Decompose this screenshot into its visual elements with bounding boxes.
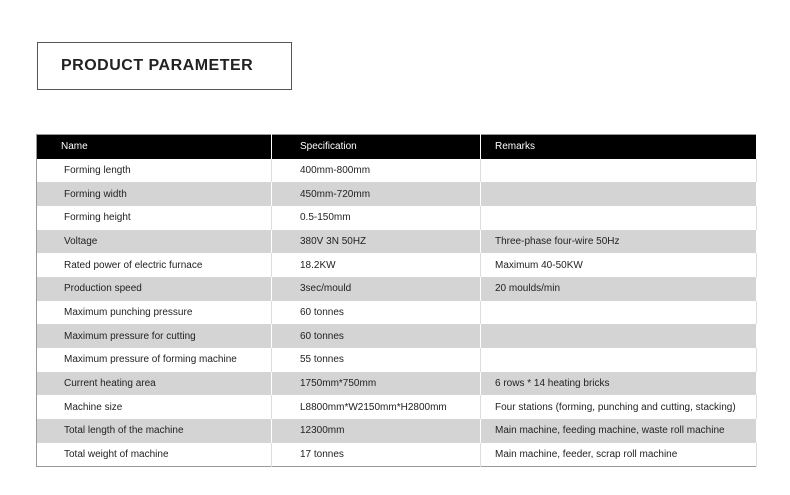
table-row: Maximum pressure for cutting 60 tonnes [36,324,757,348]
cell-name: Current heating area [36,371,272,396]
header-remarks: Remarks [480,134,757,159]
cell-remarks: 6 rows * 14 heating bricks [480,371,757,396]
table-header-row: Name Specification Remarks [36,134,757,159]
section-title-box: PRODUCT PARAMETER [37,42,292,90]
cell-remarks [480,182,757,206]
cell-name: Voltage [36,229,272,254]
cell-specification: 55 tonnes [271,348,481,372]
cell-name: Total weight of machine [36,442,272,467]
cell-specification: 18.2KW [271,253,481,277]
cell-specification: 17 tonnes [271,442,481,467]
cell-name: Forming width [36,182,272,206]
cell-remarks [480,324,757,348]
cell-name: Machine size [36,395,272,420]
cell-remarks: 20 moulds/min [480,276,757,301]
cell-specification: 450mm-720mm [271,182,481,206]
cell-name: Total length of the machine [36,419,272,443]
table-row: Total weight of machine 17 tonnes Main mac… [36,442,757,467]
table-row: Production speed 3sec/mould 20 moulds/min [36,276,757,301]
cell-name: Maximum punching pressure [36,300,272,325]
cell-remarks [480,205,757,230]
table-row: Forming width 450mm-720mm [36,182,757,206]
cell-specification: 400mm-800mm [271,158,481,183]
cell-specification: 60 tonnes [271,300,481,325]
cell-name: Production speed [36,276,272,301]
table-row: Total length of the machine 12300mm Main m… [36,419,757,443]
cell-specification: 12300mm [271,419,481,443]
cell-remarks: Main machine, feeding machine, waste rol… [480,419,757,443]
table-row: Rated power of electric furnace 18.2KW Max… [36,253,757,277]
cell-remarks: Three-phase four-wire 50Hz [480,229,757,254]
table-row: Maximum punching pressure 60 tonnes [36,300,757,325]
cell-name: Maximum pressure for cutting [36,324,272,348]
table-row: Current heating area 1750mm*750mm 6 rows *… [36,371,757,396]
table-row: Machine size L8800mm*W2150mm*H2800mm Four … [36,395,757,420]
cell-specification: 0.5-150mm [271,205,481,230]
parameter-table: Name Specification Remarks Forming lengt… [36,134,757,467]
cell-name: Forming height [36,205,272,230]
cell-specification: 60 tonnes [271,324,481,348]
header-name: Name [36,134,272,159]
cell-remarks [480,300,757,325]
cell-specification: L8800mm*W2150mm*H2800mm [271,395,481,420]
cell-name: Maximum pressure of forming machine [36,348,272,372]
cell-specification: 380V 3N 50HZ [271,229,481,254]
cell-remarks: Main machine, feeder, scrap roll machine [480,442,757,467]
cell-name: Rated power of electric furnace [36,253,272,277]
cell-remarks: Maximum 40-50KW [480,253,757,277]
cell-remarks [480,348,757,372]
cell-remarks: Four stations (forming, punching and cut… [480,395,757,420]
table-row: Forming height 0.5-150mm [36,205,757,230]
cell-specification: 1750mm*750mm [271,371,481,396]
table-row: Voltage 380V 3N 50HZ Three-phase four-wir… [36,229,757,254]
cell-name: Forming length [36,158,272,183]
cell-remarks [480,158,757,183]
table-row: Maximum pressure of forming machine 55 to… [36,348,757,372]
table-row: Forming length 400mm-800mm [36,158,757,183]
header-specification: Specification [271,134,481,159]
section-title: PRODUCT PARAMETER [61,57,254,74]
cell-specification: 3sec/mould [271,276,481,301]
